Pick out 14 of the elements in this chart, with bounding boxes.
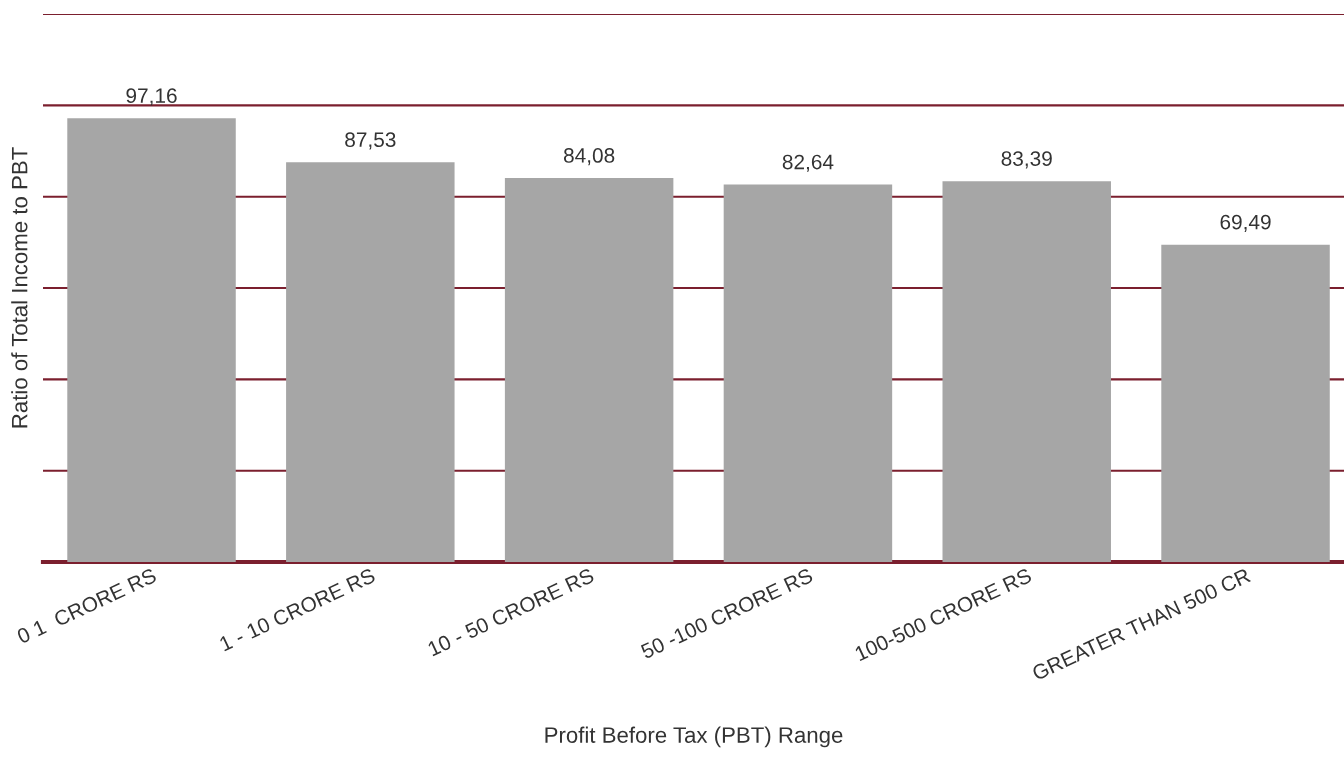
data-label: 83,39: [1001, 151, 1052, 169]
bar: [286, 162, 455, 562]
bar: [67, 118, 236, 562]
data-label: 69,49: [1220, 214, 1271, 232]
bar: [723, 184, 893, 562]
data-label: 82,64: [782, 154, 834, 172]
x-axis-title: Profit Before Tax (PBT) Range: [545, 726, 843, 748]
data-label: 84,08: [563, 148, 615, 166]
bar: [504, 178, 674, 562]
bar: [942, 181, 1111, 562]
data-label: 87,53: [345, 132, 396, 150]
y-axis-title: Ratio of Total Income to PBT: [11, 147, 28, 428]
data-label: 97,16: [126, 88, 177, 106]
bar: [1161, 244, 1330, 562]
